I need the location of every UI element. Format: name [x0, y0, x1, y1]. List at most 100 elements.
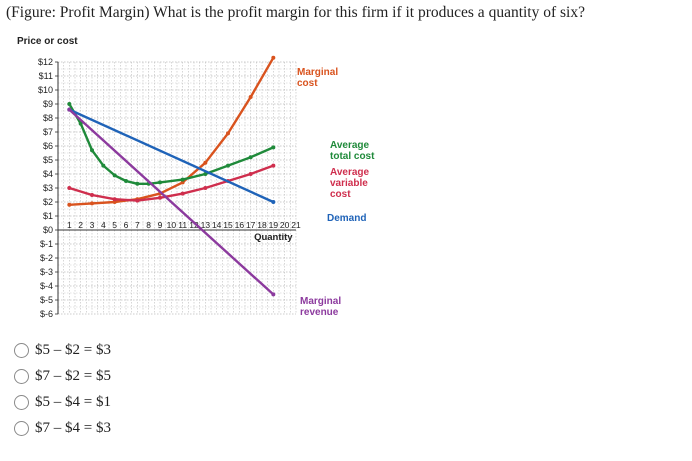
average-variable-cost-label: cost — [330, 189, 351, 200]
average-total-cost-point — [226, 163, 230, 168]
average-variable-cost-point — [158, 195, 162, 200]
answer-option-2[interactable]: $7 – $2 = $5 — [14, 365, 111, 388]
x-tick-label: 7 — [135, 220, 140, 230]
y-tick-label: $4 — [43, 169, 53, 179]
marginal-revenue-label: Marginal — [300, 296, 341, 307]
average-total-cost-point — [180, 177, 185, 182]
y-tick-label: $3 — [43, 183, 53, 193]
x-tick-label: 19 — [269, 220, 279, 230]
x-tick-label: 18 — [257, 220, 267, 230]
average-total-cost-point — [67, 102, 72, 106]
marginal-revenue-line — [68, 108, 275, 296]
y-tick-label: $6 — [43, 141, 53, 151]
radio-button[interactable] — [14, 343, 29, 358]
x-tick-label: 1 — [67, 220, 72, 230]
x-tick-label: 8 — [146, 220, 151, 230]
average-variable-cost-point — [180, 191, 185, 196]
x-tick-label: 17 — [246, 220, 256, 230]
option-label: $5 – $4 = $1 — [35, 394, 111, 410]
marginal-revenue-label: revenue — [300, 307, 339, 318]
marginal-cost-point — [67, 202, 72, 207]
answer-options: $5 – $2 = $3 $7 – $2 = $5 $5 – $4 = $1 $… — [14, 339, 111, 443]
marginal-cost-point — [248, 95, 253, 99]
x-tick-label: 2 — [78, 220, 83, 230]
y-tick-label: $8 — [43, 113, 53, 123]
x-tick-label: 20 — [280, 220, 290, 230]
x-tick-label: 5 — [112, 220, 117, 230]
y-tick-label: $9 — [43, 99, 53, 109]
average-total-cost-point — [203, 172, 208, 176]
option-label: $7 – $2 = $5 — [35, 368, 111, 384]
y-tick-label: $7 — [43, 127, 53, 137]
average-variable-cost-point — [203, 186, 208, 190]
y-tick-label: $-5 — [40, 295, 53, 305]
average-total-cost-label: total cost — [330, 151, 375, 162]
marginal-cost-line — [68, 56, 275, 206]
average-total-cost-point — [124, 179, 128, 183]
y-tick-label: $0 — [43, 225, 53, 235]
demand-line — [68, 108, 275, 204]
x-tick-label: 4 — [101, 220, 106, 230]
x-tick-label: 21 — [291, 220, 301, 230]
average-variable-cost-point — [248, 172, 253, 176]
chart-svg: Price or cost$12$11$10$9$8$7$6$5$4$3$2$1… — [17, 36, 375, 319]
average-variable-cost-label: Average — [330, 167, 370, 178]
average-variable-cost-point — [271, 163, 276, 168]
radio-button[interactable] — [14, 369, 29, 384]
average-total-cost-line — [68, 102, 275, 185]
marginal-revenue-point — [67, 107, 72, 112]
y-tick-label: $10 — [38, 85, 53, 95]
average-total-cost-point — [101, 163, 106, 168]
question-text: (Figure: Profit Margin) What is the prof… — [6, 4, 585, 21]
x-tick-label: 13 — [201, 220, 211, 230]
x-axis-title: Quantity — [254, 232, 293, 243]
marginal-cost-point — [226, 131, 230, 136]
marginal-cost-point — [203, 160, 208, 165]
average-variable-cost-point — [135, 198, 140, 203]
profit-margin-chart: Price or cost $12 $11 $10 $9 $8 $7 $6 $5 $4 $3 $2 $1… — [0, 30, 692, 330]
y-tick-label: $-2 — [40, 253, 53, 263]
average-variable-cost-label: variable — [330, 178, 368, 189]
radio-button[interactable] — [14, 395, 29, 410]
x-tick-label: 10 — [167, 220, 177, 230]
y-tick-label: $12 — [38, 57, 53, 67]
answer-option-1[interactable]: $5 – $2 = $3 — [14, 339, 111, 362]
x-tick-label: 12 — [189, 220, 199, 230]
y-tick-label: $-3 — [40, 267, 53, 277]
x-tick-label: 14 — [212, 220, 222, 230]
average-total-cost-point — [248, 155, 253, 160]
marginal-cost-label: Marginal — [297, 67, 338, 78]
marginal-cost-label: cost — [297, 78, 318, 89]
average-variable-cost-point — [90, 193, 94, 197]
demand-point — [271, 200, 276, 204]
answer-option-3[interactable]: $5 – $4 = $1 — [14, 391, 111, 414]
y-tick-label: $5 — [43, 155, 53, 165]
y-tick-label: $1 — [43, 211, 53, 221]
average-total-cost-point — [158, 180, 162, 185]
y-tick-label: $-4 — [40, 281, 53, 291]
marginal-cost-point — [90, 201, 94, 206]
x-tick-label: 16 — [235, 220, 245, 230]
y-tick-label: $11 — [39, 71, 53, 81]
y-tick-label: $-6 — [40, 309, 53, 319]
x-tick-label: 9 — [158, 220, 163, 230]
y-axis-title: Price or cost — [17, 36, 78, 47]
answer-option-4[interactable]: $7 – $4 = $3 — [14, 417, 111, 440]
x-tick-label: 3 — [90, 220, 95, 230]
average-variable-cost-line — [68, 164, 275, 202]
radio-button[interactable] — [14, 421, 29, 436]
average-total-cost-point — [271, 145, 276, 150]
option-label: $5 – $2 = $3 — [35, 342, 111, 358]
y-tick-label: $-1 — [40, 239, 53, 249]
marginal-cost-point — [112, 200, 117, 204]
average-total-cost-point — [78, 121, 83, 126]
average-total-cost-point — [90, 148, 94, 153]
demand-label: Demand — [327, 213, 366, 224]
average-variable-cost-point — [67, 186, 72, 190]
marginal-cost-point — [180, 180, 185, 185]
average-total-cost-point — [135, 181, 140, 186]
marginal-cost-point — [271, 55, 276, 60]
average-total-cost-point — [112, 173, 117, 178]
marginal-revenue-point — [271, 292, 276, 297]
x-tick-label: 11 — [178, 220, 187, 230]
